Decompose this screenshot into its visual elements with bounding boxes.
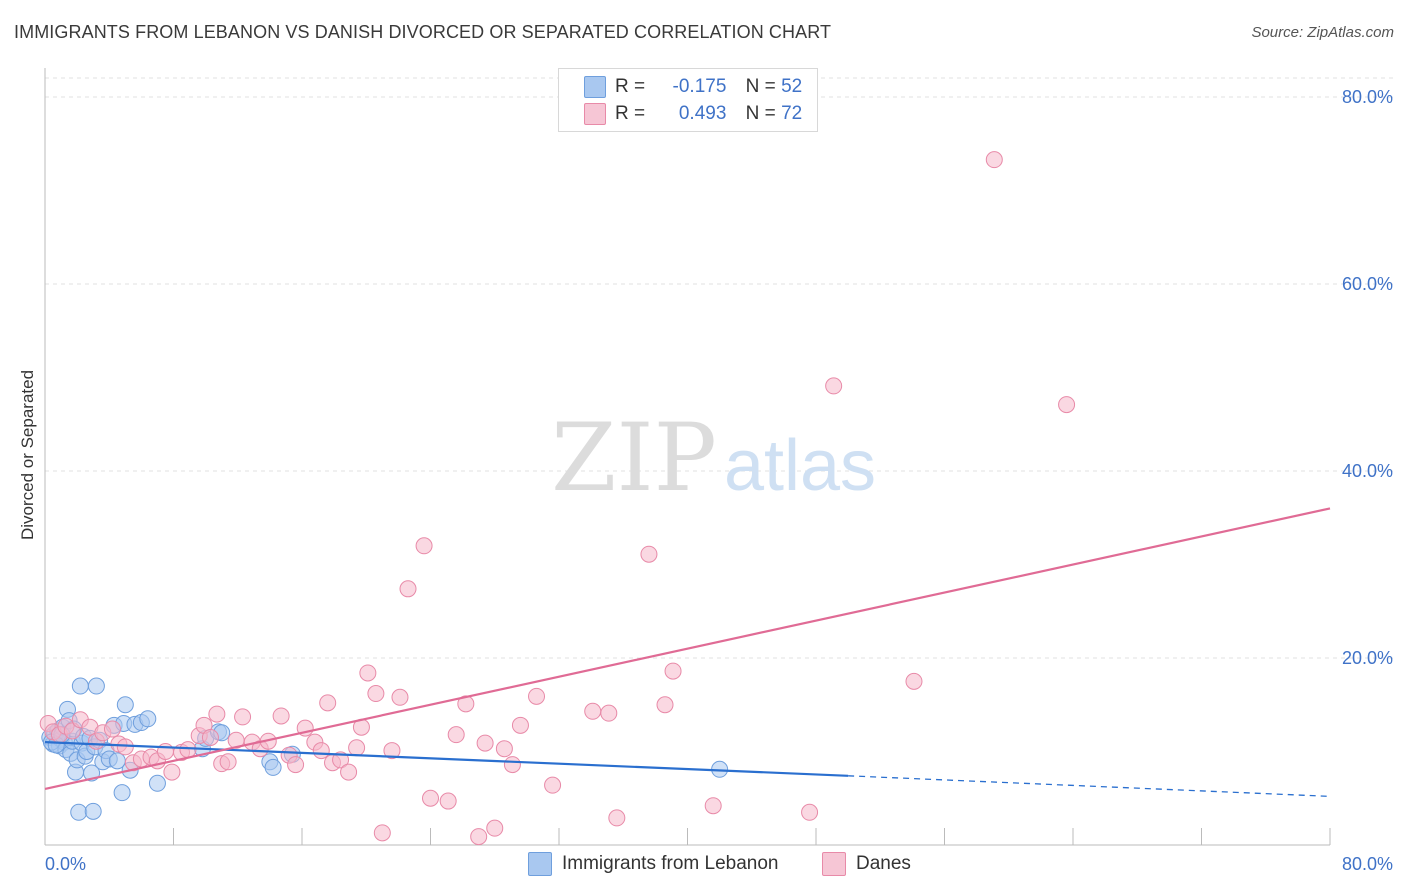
point-danes bbox=[664, 662, 682, 680]
point-danes bbox=[457, 695, 475, 713]
trend-line-danes bbox=[44, 507, 1331, 790]
y-tick-label: 20.0% bbox=[1342, 648, 1393, 668]
point-danes bbox=[656, 696, 674, 714]
point-danes bbox=[422, 789, 439, 807]
point-lebanon bbox=[71, 677, 89, 695]
point-lebanon bbox=[87, 677, 105, 695]
series-legend: Immigrants from Lebanon Danes bbox=[0, 852, 1406, 878]
point-danes bbox=[340, 763, 358, 781]
chart-title: IMMIGRANTS FROM LEBANON VS DANISH DIVORC… bbox=[14, 22, 832, 42]
point-danes bbox=[163, 763, 181, 781]
point-danes bbox=[511, 716, 529, 734]
point-danes bbox=[905, 672, 923, 690]
legend-swatch-pink bbox=[822, 852, 846, 876]
n-label: N = bbox=[745, 103, 776, 124]
point-danes bbox=[528, 687, 546, 705]
point-danes bbox=[470, 828, 488, 846]
watermark: ZIP atlas bbox=[551, 404, 876, 513]
trend-line-lebanon-extrapolated bbox=[848, 775, 1331, 798]
gridlines bbox=[45, 77, 1393, 659]
point-danes bbox=[640, 545, 658, 563]
point-danes bbox=[103, 720, 121, 738]
point-danes bbox=[584, 702, 602, 720]
y-tick-label: 40.0% bbox=[1342, 461, 1393, 481]
point-danes bbox=[319, 694, 337, 712]
tick-labels: 20.0% 40.0% 60.0% 80.0% 0.0% 80.0% bbox=[45, 87, 1393, 874]
legend-item-danes: Danes bbox=[822, 852, 911, 876]
point-danes bbox=[985, 151, 1003, 169]
point-danes bbox=[208, 705, 226, 723]
n-value: 52 bbox=[781, 76, 803, 97]
point-danes bbox=[600, 704, 618, 722]
stats-legend: R = -0.175 N = 52 R = 0.493 N = 72 bbox=[558, 68, 818, 132]
point-danes bbox=[447, 726, 465, 744]
point-danes bbox=[359, 664, 377, 682]
point-lebanon bbox=[70, 803, 88, 821]
watermark-atlas: atlas bbox=[724, 426, 876, 506]
point-danes bbox=[704, 797, 722, 815]
point-lebanon bbox=[84, 802, 102, 820]
legend-item-lebanon: Immigrants from Lebanon bbox=[528, 852, 779, 876]
x-tick-label: 0.0% bbox=[45, 854, 86, 874]
n-value: 72 bbox=[781, 103, 803, 124]
point-danes bbox=[503, 756, 521, 774]
point-lebanon bbox=[116, 696, 134, 714]
point-lebanon bbox=[139, 710, 157, 728]
point-danes bbox=[179, 741, 197, 759]
point-danes bbox=[391, 688, 409, 706]
legend-swatch-blue bbox=[528, 852, 552, 876]
point-danes bbox=[373, 824, 391, 842]
point-danes bbox=[439, 792, 457, 810]
point-danes bbox=[399, 580, 417, 598]
point-danes bbox=[272, 707, 290, 725]
n-label: N = bbox=[745, 76, 776, 97]
r-label: R = bbox=[615, 76, 646, 97]
r-value: 0.493 bbox=[678, 103, 727, 124]
point-danes bbox=[287, 756, 305, 774]
point-danes bbox=[219, 753, 237, 771]
source-credit: Source: ZipAtlas.com bbox=[1251, 24, 1394, 41]
legend-swatch-blue bbox=[584, 76, 606, 98]
r-value: -0.175 bbox=[672, 76, 727, 97]
legend-swatch-pink bbox=[584, 103, 606, 125]
point-danes bbox=[383, 742, 401, 760]
point-lebanon bbox=[264, 758, 282, 776]
y-tick-label: 80.0% bbox=[1342, 87, 1393, 107]
x-tick-label: 80.0% bbox=[1342, 854, 1393, 874]
point-danes bbox=[486, 819, 504, 837]
legend-label: Danes bbox=[856, 853, 911, 874]
point-danes bbox=[476, 734, 494, 752]
trend-lines bbox=[44, 507, 1331, 798]
point-danes bbox=[332, 751, 350, 769]
point-lebanon bbox=[113, 784, 131, 802]
point-danes bbox=[1058, 396, 1076, 414]
legend-label: Immigrants from Lebanon bbox=[562, 853, 779, 874]
point-danes bbox=[544, 776, 562, 794]
point-danes bbox=[348, 739, 366, 757]
point-danes bbox=[801, 803, 819, 821]
point-danes bbox=[608, 809, 626, 827]
watermark-zip: ZIP bbox=[551, 404, 717, 513]
point-danes bbox=[201, 728, 219, 746]
point-danes bbox=[415, 537, 433, 555]
point-danes bbox=[312, 742, 330, 760]
r-label: R = bbox=[615, 103, 646, 124]
y-tick-label: 60.0% bbox=[1342, 274, 1393, 294]
point-danes bbox=[825, 377, 843, 395]
point-danes bbox=[234, 708, 252, 726]
point-danes bbox=[367, 685, 385, 703]
trend-line-lebanon bbox=[44, 741, 849, 777]
point-danes bbox=[495, 740, 513, 758]
point-lebanon bbox=[148, 774, 166, 792]
axes bbox=[44, 68, 1331, 846]
